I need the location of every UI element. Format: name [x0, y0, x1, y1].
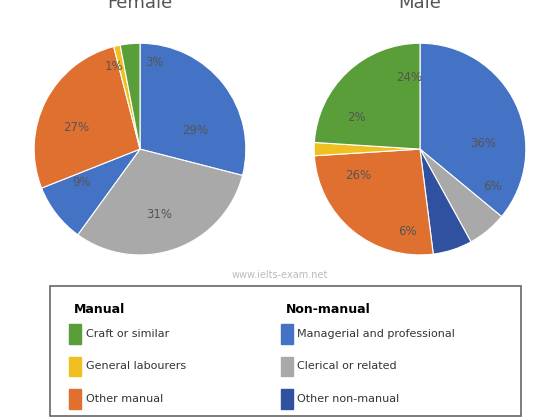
Text: Clerical or related: Clerical or related [297, 361, 397, 371]
Wedge shape [420, 149, 502, 242]
Text: 9%: 9% [72, 176, 91, 189]
Text: 24%: 24% [396, 71, 422, 84]
Text: 26%: 26% [346, 169, 372, 182]
Wedge shape [314, 43, 420, 149]
Text: Non-manual: Non-manual [286, 302, 370, 315]
Text: 36%: 36% [470, 137, 497, 150]
Wedge shape [140, 43, 246, 176]
Text: www.ielts-exam.net: www.ielts-exam.net [232, 270, 328, 280]
Wedge shape [420, 43, 526, 217]
Wedge shape [41, 149, 140, 235]
Wedge shape [314, 142, 420, 156]
Text: Other manual: Other manual [86, 394, 163, 404]
FancyBboxPatch shape [281, 357, 293, 376]
Text: 6%: 6% [398, 225, 417, 238]
Text: 6%: 6% [483, 180, 501, 193]
Text: 27%: 27% [63, 121, 90, 134]
Title: Female: Female [108, 0, 172, 13]
Text: 2%: 2% [347, 111, 366, 124]
Text: 1%: 1% [104, 60, 123, 73]
FancyBboxPatch shape [69, 357, 81, 376]
FancyBboxPatch shape [69, 324, 81, 344]
FancyBboxPatch shape [281, 389, 293, 409]
Text: Manual: Manual [74, 302, 125, 315]
Text: 29%: 29% [182, 123, 208, 136]
Wedge shape [420, 149, 471, 254]
FancyBboxPatch shape [69, 389, 81, 409]
Wedge shape [114, 45, 140, 149]
Text: Craft or similar: Craft or similar [86, 329, 169, 339]
Text: 31%: 31% [146, 208, 172, 221]
Wedge shape [34, 47, 140, 188]
FancyBboxPatch shape [281, 324, 293, 344]
Wedge shape [314, 149, 433, 255]
Text: Other non-manual: Other non-manual [297, 394, 400, 404]
Text: 3%: 3% [146, 56, 164, 69]
Wedge shape [78, 149, 242, 255]
Text: General labourers: General labourers [86, 361, 186, 371]
Text: Managerial and professional: Managerial and professional [297, 329, 455, 339]
Title: Male: Male [399, 0, 441, 13]
Wedge shape [120, 43, 140, 149]
FancyBboxPatch shape [50, 286, 521, 416]
